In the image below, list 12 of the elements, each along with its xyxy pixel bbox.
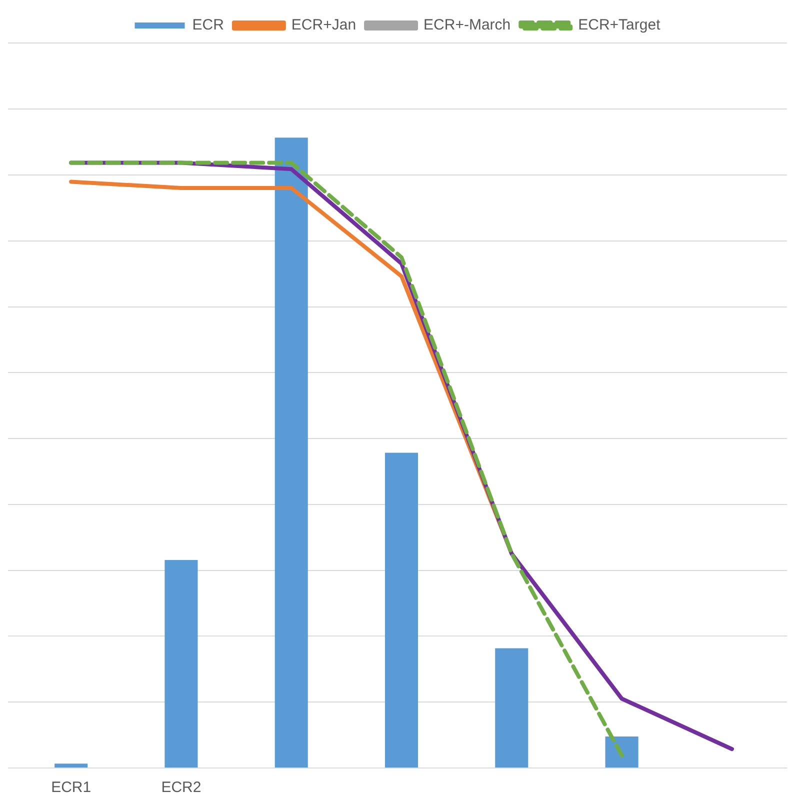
bar (384, 452, 418, 768)
bar (54, 764, 88, 768)
bar (605, 736, 638, 768)
legend-label: ECR+Target (578, 16, 662, 34)
bar (164, 560, 198, 768)
x-tick-label: ECR1 (51, 779, 92, 796)
bar (274, 138, 308, 768)
legend-label: ECR (192, 16, 224, 34)
bar (495, 648, 528, 768)
legend-label: ECR+Jan (291, 16, 356, 34)
legend-label: ECR+-March (424, 16, 511, 34)
x-tick-label: ECR2 (161, 779, 202, 796)
